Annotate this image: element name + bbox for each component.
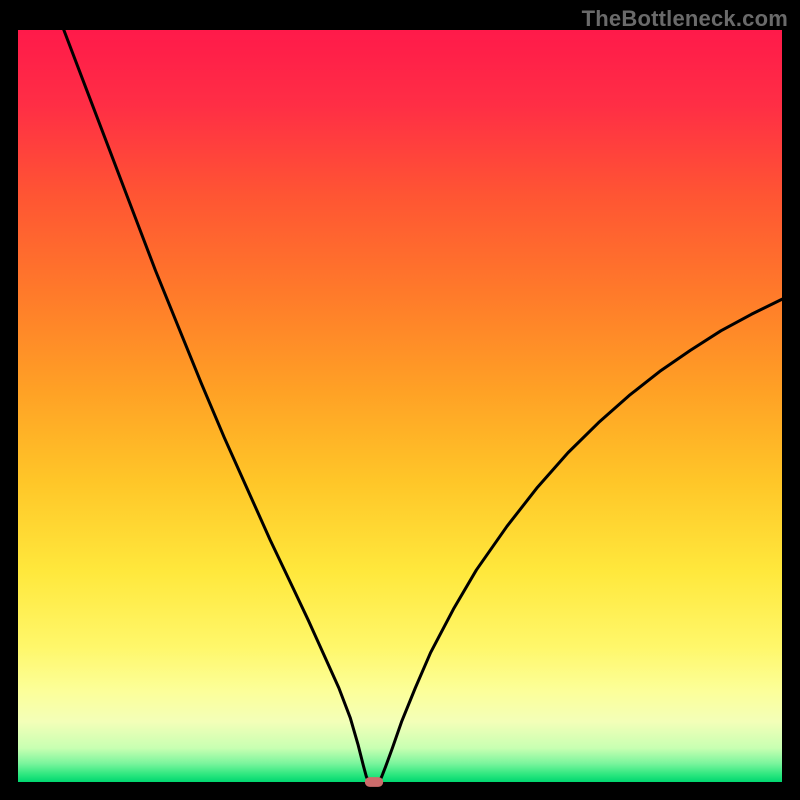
optimal-marker bbox=[365, 777, 383, 787]
watermark-label: TheBottleneck.com bbox=[582, 6, 788, 32]
bottleneck-curve bbox=[64, 30, 782, 782]
chart-plot bbox=[0, 0, 800, 800]
chart-container: TheBottleneck.com bbox=[0, 0, 800, 800]
